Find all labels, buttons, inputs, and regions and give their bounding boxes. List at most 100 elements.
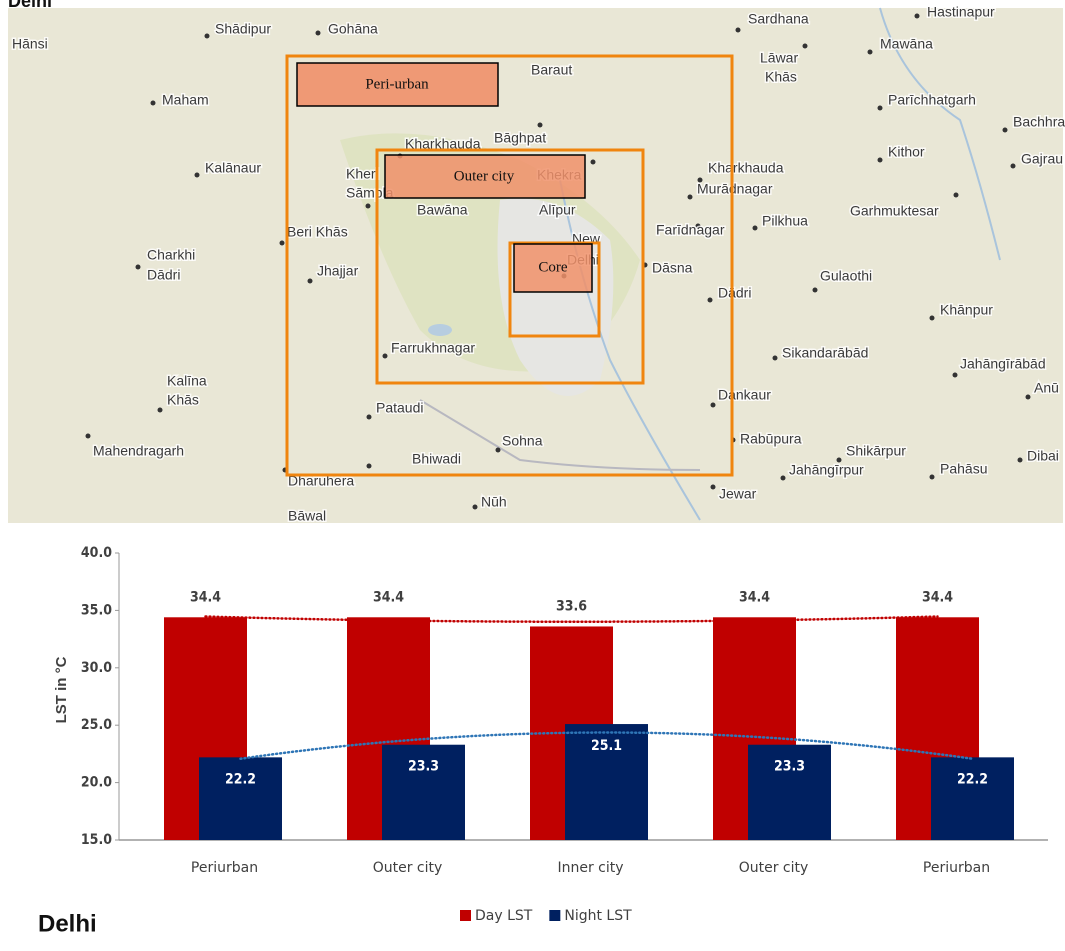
legend-swatch (549, 910, 561, 921)
place-dot (877, 157, 883, 163)
place-label: Hānsi (12, 36, 48, 52)
place-label: Murādnagar (697, 181, 773, 197)
place-label: Maham (162, 92, 209, 108)
place-label: Khānpur (940, 302, 993, 318)
place-label: Alīpur (539, 202, 576, 218)
place-label: Kithor (888, 144, 925, 160)
zone-label: Peri-urban (365, 76, 429, 92)
place-dot (929, 315, 935, 321)
place-dot (382, 353, 388, 359)
place-dot (1025, 394, 1031, 400)
place-labels: Hānsi Shādipur Gohāna Sardhana Hastinapur Maw… (11, 2, 1065, 525)
zone-box (384, 154, 586, 199)
place-label: Dādri (718, 285, 751, 301)
value-label: 34.4 (190, 589, 221, 605)
place-dot (812, 287, 818, 293)
place-label: Dāsna (652, 260, 693, 276)
place-dot (85, 433, 91, 439)
place-label: Mawāna (880, 36, 933, 52)
map: Hānsi Shādipur Gohāna Sardhana Hastinapur Maw… (8, 0, 1065, 525)
place-label: Hastinapur (927, 4, 995, 20)
place-dot (472, 504, 478, 510)
y-tick-label: 20.0 (81, 775, 112, 791)
place-dot (315, 30, 321, 36)
place-label: Baraut (531, 62, 572, 78)
y-tick-label: 30.0 (81, 660, 112, 676)
place-dot (953, 192, 959, 198)
place-label: Kheri (346, 166, 379, 182)
place-label: Kharkhauda (708, 160, 784, 176)
place-label: Charkhi (147, 247, 195, 263)
place-dot (802, 43, 808, 49)
trendline (239, 731, 974, 761)
river (559, 179, 701, 521)
zone-label: Core (538, 259, 568, 275)
place-dot (772, 355, 778, 361)
value-label: 33.6 (556, 598, 587, 614)
place-dot (365, 203, 371, 209)
zone-box (296, 62, 499, 107)
x-tick-label: Outer city (739, 860, 809, 876)
place-label: Kharkhauda (405, 136, 481, 152)
place-dot (707, 297, 713, 303)
place-dot (695, 223, 701, 229)
y-tick-label: 35.0 (81, 602, 112, 618)
place-label: Jahāngīrpur (789, 462, 864, 478)
legend-swatch (460, 910, 471, 921)
place-dot (194, 172, 200, 178)
place-label: Jahāngīrābād (960, 356, 1046, 372)
place-dot (1010, 163, 1016, 169)
y-axis-label: LST in °C (53, 656, 70, 723)
place-label: Farrukhnagar (391, 340, 475, 356)
place-label: Sardhana (748, 11, 809, 27)
place-dot (307, 278, 313, 284)
place-label: Bāghpat (494, 130, 546, 146)
place-label: Nūh (481, 494, 507, 510)
place-label: Bawāna (417, 202, 468, 218)
place-dot (697, 177, 703, 183)
place-dot (735, 27, 741, 33)
place-label: Khās (765, 69, 797, 85)
chart: LST in °C Delhi 15.0 20.0 25.0 30.0 35.0 40.0… (38, 545, 1048, 937)
place-dot (687, 194, 693, 200)
place-label: Beri Khās (287, 224, 348, 240)
place-label: Dādri (147, 267, 180, 283)
place-label: Kalīna (167, 373, 207, 389)
place-dot (780, 475, 786, 481)
place-label: Gulaothi (820, 268, 872, 284)
value-label: 23.3 (408, 759, 439, 775)
place-dot (877, 105, 883, 111)
place-label: Dibai (1027, 448, 1059, 464)
legend-label: Night LST (564, 908, 632, 924)
zone-label: Outer city (454, 168, 515, 184)
place-label: Bāwal (288, 508, 326, 524)
river (879, 7, 1001, 261)
lake (428, 324, 452, 336)
place-label: Gohāna (328, 21, 378, 37)
place-label: Sohna (502, 433, 543, 449)
place-dot (150, 100, 156, 106)
place-dot (1017, 457, 1023, 463)
place-dot (952, 372, 958, 378)
x-tick-label: Outer city (373, 860, 443, 876)
value-label: 34.4 (373, 589, 404, 605)
place-label: Jhajjar (317, 263, 359, 279)
place-label: Jewar (719, 486, 757, 502)
y-tick-label: 40.0 (81, 545, 112, 561)
core-boundary (508, 241, 601, 338)
place-label: Khās (167, 392, 199, 408)
chart-title: Delhi (38, 910, 97, 937)
place-label: Dankaur (718, 387, 771, 403)
place-label: Pilkhua (762, 213, 808, 229)
value-label: 22.2 (225, 771, 256, 787)
place-label: Pataudi (376, 400, 423, 416)
place-label: Anū (1034, 380, 1059, 396)
place-dot (157, 407, 163, 413)
place-dot (204, 33, 210, 39)
place-dot (495, 447, 501, 453)
place-dot (914, 13, 920, 19)
zone-box (513, 243, 593, 293)
place-dot (537, 122, 543, 128)
y-tick-label: 25.0 (81, 717, 112, 733)
value-label: 22.2 (957, 771, 988, 787)
